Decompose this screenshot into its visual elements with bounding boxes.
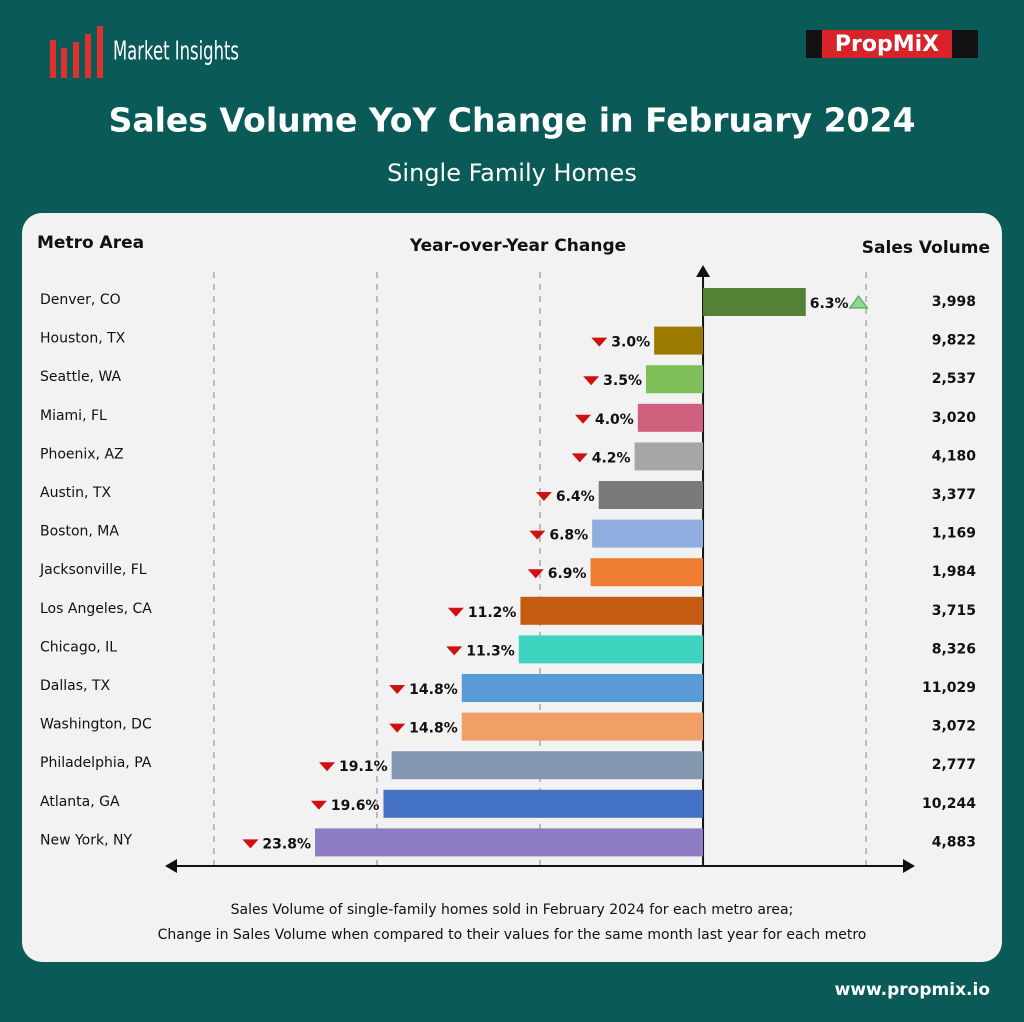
- down-arrow: [571, 453, 588, 463]
- value-label: 3.0%: [611, 335, 650, 351]
- category-label: Dallas, TX: [40, 678, 110, 694]
- card: [22, 213, 1002, 962]
- bar: [461, 674, 704, 702]
- value-label: 23.8%: [262, 836, 311, 852]
- brand-icon: [50, 26, 103, 78]
- category-label: Denver, CO: [40, 292, 121, 308]
- bar: [315, 828, 704, 857]
- bar: [461, 712, 704, 741]
- bar: [637, 403, 704, 432]
- value-label: 14.8%: [409, 682, 458, 698]
- category-label: Jacksonville, FL: [39, 562, 147, 578]
- bar: [391, 751, 704, 780]
- category-label: Los Angeles, CA: [40, 601, 152, 617]
- volume-header: Sales Volume: [862, 238, 990, 258]
- value-label: 6.8%: [549, 528, 588, 544]
- value-label: 11.3%: [466, 643, 515, 659]
- down-arrow: [319, 762, 336, 772]
- axis-arrow: [903, 859, 915, 873]
- footnote: Change in Sales Volume when compared to …: [158, 927, 867, 943]
- category-label: Philadelphia, PA: [40, 755, 152, 771]
- value-label: 3.5%: [603, 373, 642, 389]
- category-label: New York, NY: [40, 832, 132, 848]
- bar: [520, 596, 704, 625]
- bar: [645, 365, 704, 394]
- category-label: Austin, TX: [40, 485, 111, 501]
- axis-arrow: [696, 265, 711, 277]
- brand: Market Insights: [113, 37, 239, 67]
- value-label: 6.9%: [548, 566, 587, 582]
- axis-arrow: [165, 859, 177, 873]
- sales-volume: 4,883: [932, 834, 976, 850]
- sales-volume: 1,169: [932, 526, 976, 542]
- down-arrow: [446, 646, 463, 656]
- sales-volume: 2,537: [932, 371, 976, 387]
- value-label: 11.2%: [468, 605, 517, 621]
- down-arrow: [447, 607, 464, 617]
- sales-volume: 3,715: [932, 603, 976, 619]
- down-arrow: [529, 530, 546, 540]
- sales-volume: 3,377: [932, 487, 976, 503]
- category-label: Washington, DC: [40, 717, 152, 733]
- sales-volume: 9,822: [932, 333, 976, 349]
- up-arrow: [848, 295, 869, 309]
- down-arrow: [310, 800, 327, 810]
- sales-volume: 11,029: [922, 680, 976, 696]
- down-arrow: [583, 376, 600, 386]
- value-label: 19.1%: [339, 759, 388, 775]
- category-label: Seattle, WA: [40, 369, 122, 385]
- bar: [654, 326, 704, 355]
- chart-title: Sales Volume YoY Change in February 2024: [109, 101, 916, 140]
- category-label: Houston, TX: [40, 331, 126, 347]
- category-label: Phoenix, AZ: [40, 446, 124, 462]
- value-label: 6.4%: [556, 489, 595, 505]
- sales-volume: 8,326: [932, 641, 976, 657]
- category-label: Chicago, IL: [40, 639, 117, 655]
- bar: [518, 635, 704, 664]
- sales-volume: 3,072: [932, 719, 976, 735]
- category-label: Atlanta, GA: [40, 794, 120, 810]
- down-arrow: [574, 414, 591, 424]
- down-arrow: [242, 839, 259, 849]
- value-header: Year-over-Year Change: [409, 236, 626, 256]
- bar: [383, 789, 704, 818]
- bar: [598, 481, 704, 509]
- sales-volume: 4,180: [932, 448, 977, 464]
- category-header: Metro Area: [37, 233, 144, 253]
- category-label: Boston, MA: [40, 524, 119, 540]
- bar: [590, 558, 704, 587]
- bar: [634, 442, 704, 471]
- sales-volume: 3,998: [932, 294, 976, 310]
- logo-bar: [822, 30, 952, 58]
- sales-volume: 1,984: [932, 564, 977, 580]
- sales-volume: 2,777: [932, 757, 976, 773]
- footnote: Sales Volume of single-family homes sold…: [231, 902, 794, 918]
- bar: [592, 519, 704, 548]
- sales-volume: 10,244: [922, 796, 976, 812]
- value-label: 19.6%: [331, 798, 380, 814]
- website: www.propmix.io: [835, 980, 990, 1000]
- down-arrow: [389, 685, 406, 694]
- down-arrow: [591, 337, 608, 347]
- chart-subtitle: Single Family Homes: [387, 159, 637, 187]
- value-label: 14.8%: [409, 721, 458, 737]
- bar: [703, 288, 806, 316]
- value-label: 6.3%: [810, 296, 849, 312]
- down-arrow: [527, 569, 544, 579]
- category-label: Miami, FL: [40, 408, 107, 424]
- down-arrow: [535, 492, 552, 501]
- logo: PropMiX: [835, 32, 939, 57]
- sales-volume: 3,020: [932, 410, 977, 426]
- value-label: 4.0%: [595, 412, 634, 428]
- down-arrow: [389, 723, 406, 733]
- value-label: 4.2%: [592, 450, 631, 466]
